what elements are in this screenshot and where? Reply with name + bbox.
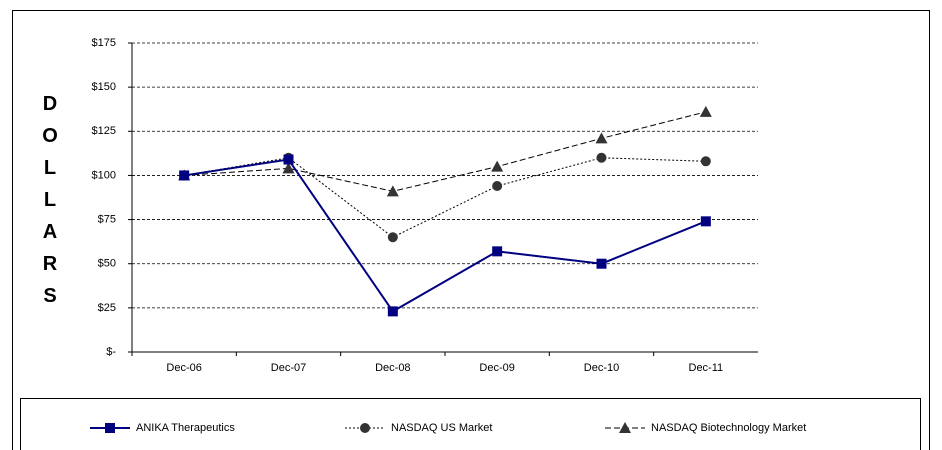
legend-label: NASDAQ Biotechnology Market xyxy=(651,422,806,434)
y-tick-label: $25 xyxy=(98,302,116,314)
marker xyxy=(387,232,398,243)
y-tick-label: $125 xyxy=(92,125,116,137)
marker xyxy=(699,105,712,117)
series-line xyxy=(184,111,706,192)
marker xyxy=(386,185,399,197)
series-line xyxy=(184,158,707,313)
y-tick-label: $175 xyxy=(92,37,116,49)
marker xyxy=(492,246,503,257)
legend-marker xyxy=(105,423,115,433)
y-tick-label: $100 xyxy=(92,169,116,181)
x-tick-label: Dec-06 xyxy=(166,362,201,374)
legend-marker xyxy=(360,423,370,433)
marker xyxy=(596,152,607,163)
marker xyxy=(492,181,503,192)
legend-label: NASDAQ US Market xyxy=(391,422,492,434)
marker xyxy=(283,154,294,165)
series-line xyxy=(184,157,706,238)
marker xyxy=(700,156,711,167)
x-tick-label: Dec-07 xyxy=(271,362,306,374)
y-tick-label: $75 xyxy=(98,213,116,225)
marker xyxy=(282,162,295,174)
chart-frame xyxy=(12,10,930,450)
y-tick-label: $150 xyxy=(92,81,116,93)
marker xyxy=(387,306,398,317)
legend-marker xyxy=(619,422,631,433)
y-tick-label: $50 xyxy=(98,258,116,270)
marker xyxy=(596,258,607,269)
x-tick-label: Dec-09 xyxy=(479,362,514,374)
marker xyxy=(491,160,504,172)
marker xyxy=(595,132,608,144)
x-tick-label: Dec-08 xyxy=(375,362,410,374)
x-tick-label: Dec-10 xyxy=(584,362,619,374)
marker xyxy=(700,216,711,227)
legend-box xyxy=(20,398,921,450)
y-tick-label: $- xyxy=(106,346,116,358)
legend-label: ANIKA Therapeutics xyxy=(136,422,235,434)
marker xyxy=(179,170,190,181)
x-tick-label: Dec-11 xyxy=(689,362,724,374)
